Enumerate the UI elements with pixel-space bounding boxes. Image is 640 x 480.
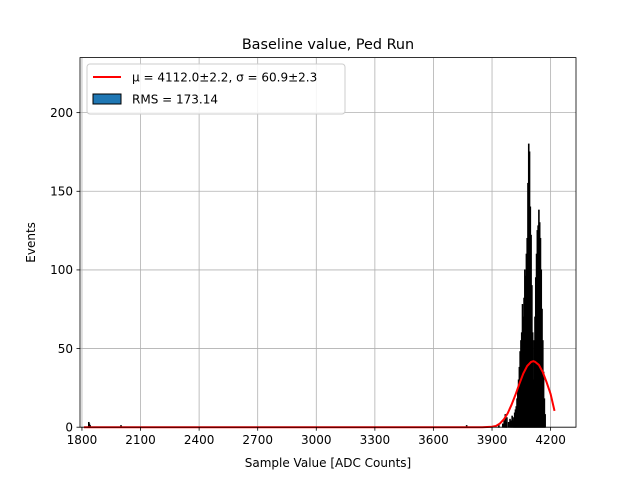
- y-tick-label: 150: [50, 185, 73, 199]
- y-axis-label: Events: [24, 222, 38, 263]
- histogram-bar: [503, 420, 505, 428]
- y-tick-label: 50: [58, 342, 73, 356]
- y-tick-label: 0: [65, 421, 73, 435]
- plot-frame: [79, 57, 577, 428]
- y-axis-ticks: 0 50 100 150 200: [50, 106, 80, 435]
- x-axis-ticks: 1800 2100 2400 2700 3000 3300 3600 3900 4200: [67, 427, 566, 447]
- x-tick-label: 3600: [418, 433, 449, 447]
- x-tick-label: 1800: [67, 433, 98, 447]
- legend: μ = 4112.0±2.2, σ = 60.9±2.3 RMS = 173.1…: [86, 63, 346, 115]
- plot-area: [80, 57, 576, 428]
- histogram-bar: [507, 421, 510, 428]
- histogram-bar: [509, 418, 511, 428]
- x-tick-label: 3900: [477, 433, 508, 447]
- x-tick-label: 3000: [301, 433, 332, 447]
- grid: [80, 57, 576, 428]
- legend-fit-label: μ = 4112.0±2.2, σ = 60.9±2.3: [132, 71, 317, 85]
- x-tick-label: 4200: [535, 433, 566, 447]
- y-tick-label: 100: [50, 263, 73, 277]
- x-tick-label: 3300: [360, 433, 391, 447]
- legend-box: [86, 63, 346, 115]
- x-tick-label: 2100: [125, 433, 156, 447]
- chart-title: Baseline value, Ped Run: [242, 37, 414, 53]
- x-axis-label: Sample Value [ADC Counts]: [245, 456, 411, 470]
- histogram-bar: [501, 423, 504, 428]
- y-tick-label: 200: [50, 106, 73, 120]
- x-tick-label: 2700: [242, 433, 273, 447]
- histogram-bar: [544, 414, 546, 428]
- histogram-bar: [506, 417, 508, 428]
- legend-rms-swatch: [92, 93, 122, 105]
- legend-rms-label: RMS = 173.14: [132, 93, 218, 107]
- x-tick-label: 2400: [184, 433, 215, 447]
